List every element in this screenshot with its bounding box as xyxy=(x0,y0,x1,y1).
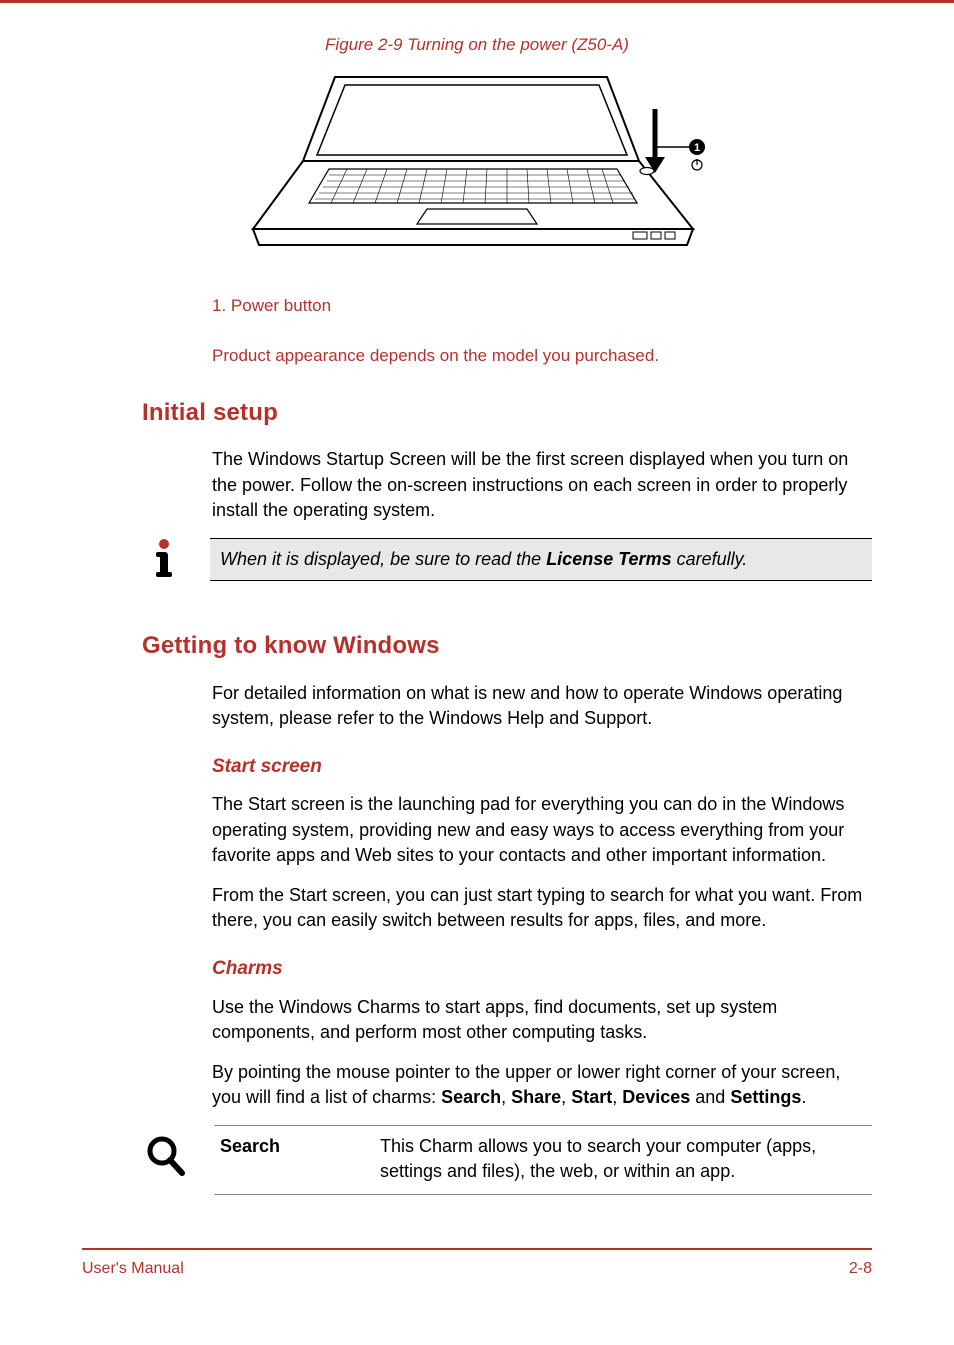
callout-number: 1 xyxy=(694,142,700,154)
charms-p1: Use the Windows Charms to start apps, fi… xyxy=(212,995,872,1046)
charms-b4: Devices xyxy=(622,1087,690,1107)
note-suffix: carefully. xyxy=(672,549,748,569)
start-screen-p2: From the Start screen, you can just star… xyxy=(212,883,872,934)
footer-left: User's Manual xyxy=(82,1258,184,1280)
search-label: Search xyxy=(214,1125,374,1194)
product-appearance-note: Product appearance depends on the model … xyxy=(212,344,872,368)
search-desc: This Charm allows you to search your com… xyxy=(374,1125,872,1194)
power-button-label: 1. Power button xyxy=(212,294,872,318)
start-screen-heading: Start screen xyxy=(212,754,872,781)
info-icon xyxy=(82,538,210,589)
note-prefix: When it is displayed, be sure to read th… xyxy=(220,549,546,569)
note-bold: License Terms xyxy=(546,549,671,569)
start-screen-p1: The Start screen is the launching pad fo… xyxy=(212,792,872,869)
search-icon xyxy=(142,1133,188,1179)
charms-p2: By pointing the mouse pointer to the upp… xyxy=(212,1060,872,1111)
figure-caption: Figure 2-9 Turning on the power (Z50-A) xyxy=(82,33,872,57)
search-icon-cell xyxy=(142,1125,214,1194)
table-row: Search This Charm allows you to search y… xyxy=(142,1125,872,1194)
page-container: Figure 2-9 Turning on the power (Z50-A) xyxy=(0,0,954,1300)
initial-setup-heading: Initial setup xyxy=(142,396,872,430)
getting-to-know-intro: For detailed information on what is new … xyxy=(212,681,872,732)
charms-heading: Charms xyxy=(212,956,872,983)
license-note: When it is displayed, be sure to read th… xyxy=(82,538,872,589)
license-note-text: When it is displayed, be sure to read th… xyxy=(210,538,872,581)
charms-b5: Settings xyxy=(730,1087,801,1107)
charms-b1: Search xyxy=(441,1087,501,1107)
charms-b2: Share xyxy=(511,1087,561,1107)
charms-b3: Start xyxy=(571,1087,612,1107)
laptop-illustration: 1 xyxy=(237,69,717,269)
footer-right: 2-8 xyxy=(849,1258,872,1280)
getting-to-know-heading: Getting to know Windows xyxy=(142,629,872,663)
initial-setup-paragraph: The Windows Startup Screen will be the f… xyxy=(212,447,872,524)
laptop-figure: 1 xyxy=(82,69,872,276)
page-footer: User's Manual 2-8 xyxy=(82,1248,872,1280)
charms-table: Search This Charm allows you to search y… xyxy=(142,1125,872,1195)
